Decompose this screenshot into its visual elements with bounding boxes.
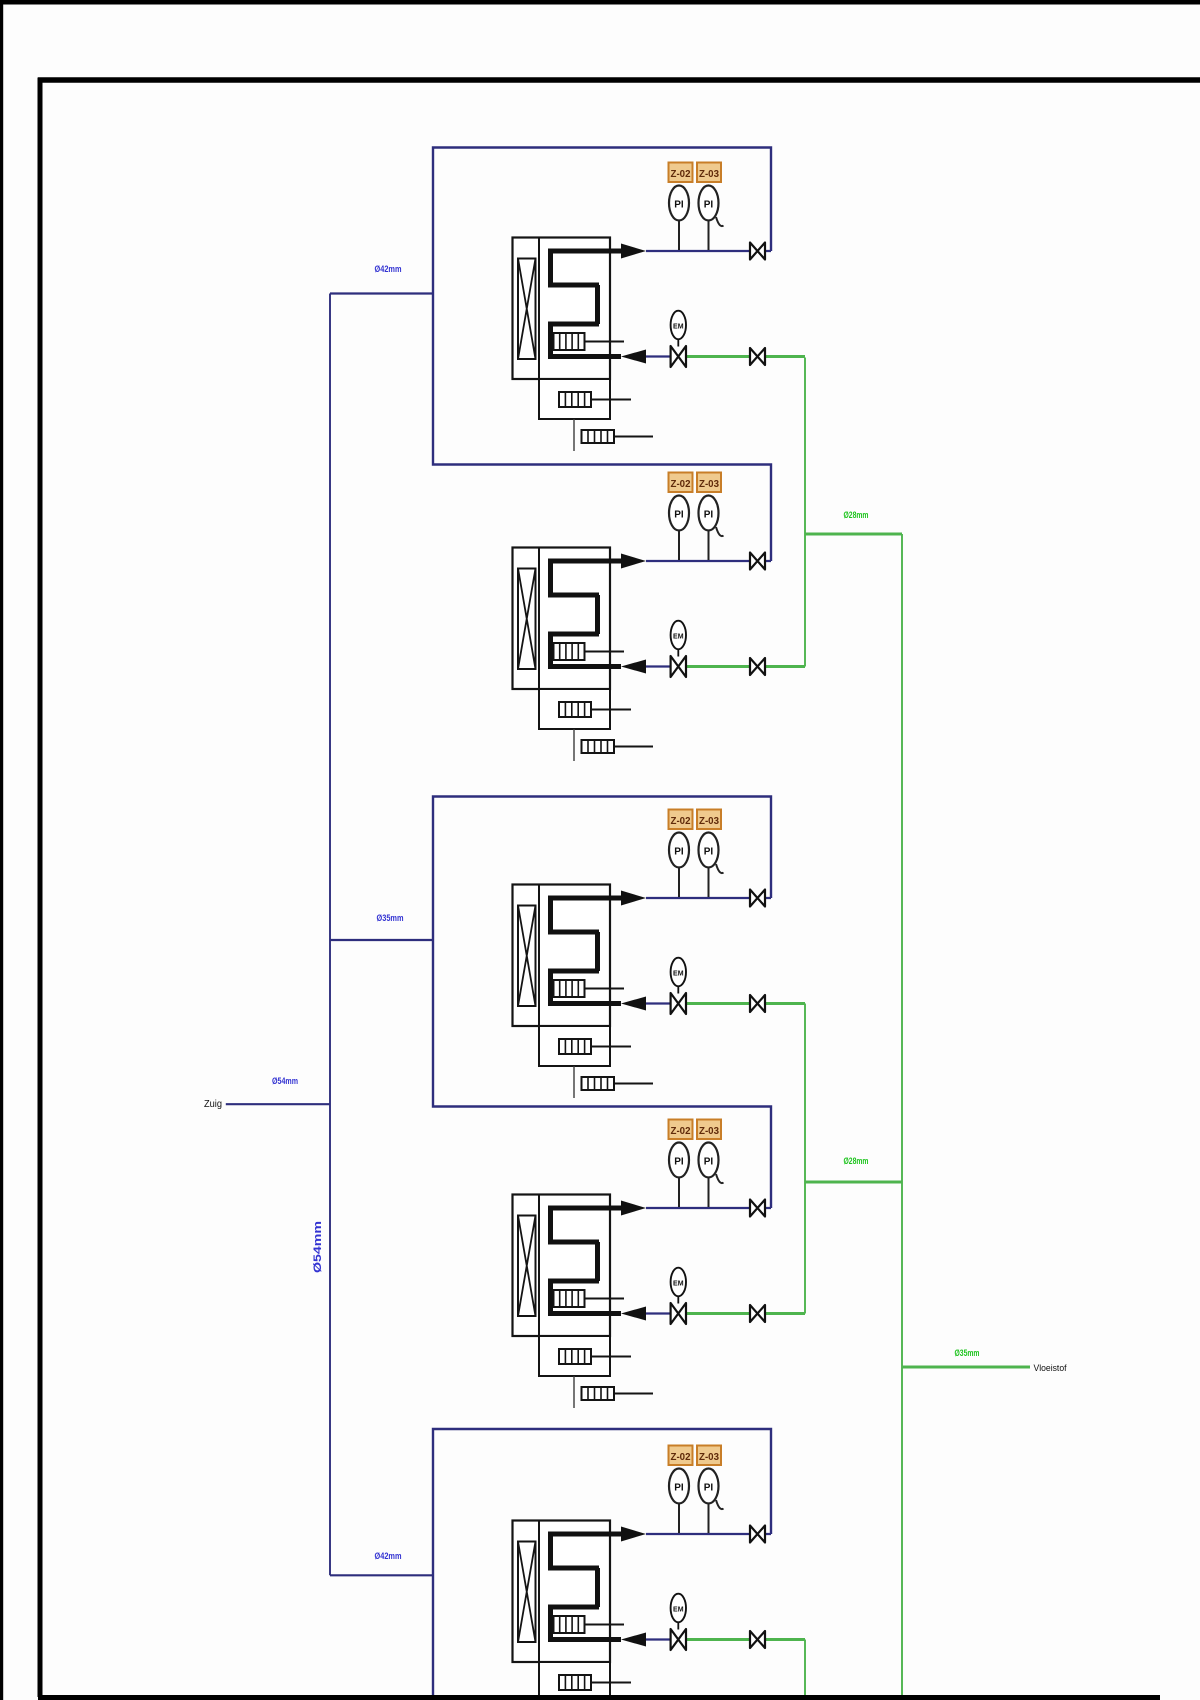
svg-text:Ø28mm: Ø28mm [844,510,869,520]
svg-text:Ø35mm: Ø35mm [955,1348,980,1358]
svg-text:Ø54mm: Ø54mm [312,1221,324,1273]
svg-text:Zuig: Zuig [204,1099,222,1110]
svg-text:Ø35mm: Ø35mm [377,913,404,923]
svg-text:Vloeistof: Vloeistof [1034,1363,1067,1374]
svg-text:Ø42mm: Ø42mm [375,264,402,274]
svg-text:Ø54mm: Ø54mm [272,1076,298,1086]
svg-text:Ø28mm: Ø28mm [844,1156,869,1166]
svg-text:Ø42mm: Ø42mm [375,1551,402,1561]
